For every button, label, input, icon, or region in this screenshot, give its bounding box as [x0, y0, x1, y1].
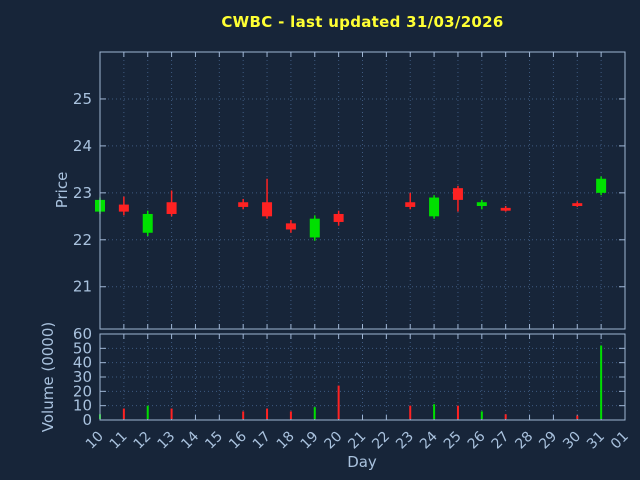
svg-text:30: 30 — [560, 429, 584, 453]
price-axis-label: Price — [53, 171, 71, 209]
svg-text:40: 40 — [73, 354, 92, 372]
svg-text:29: 29 — [536, 429, 560, 453]
svg-text:16: 16 — [226, 428, 250, 452]
svg-text:20: 20 — [73, 382, 92, 400]
svg-text:19: 19 — [298, 429, 322, 453]
svg-text:22: 22 — [369, 429, 393, 453]
svg-text:0: 0 — [82, 411, 92, 429]
svg-text:25: 25 — [73, 90, 92, 108]
svg-text:22: 22 — [73, 231, 92, 249]
svg-text:17: 17 — [250, 429, 274, 453]
svg-text:30: 30 — [73, 368, 92, 386]
svg-text:28: 28 — [512, 429, 536, 453]
svg-text:12: 12 — [131, 429, 155, 453]
svg-text:21: 21 — [73, 278, 92, 296]
svg-text:13: 13 — [154, 429, 178, 453]
svg-text:27: 27 — [489, 429, 513, 453]
svg-text:18: 18 — [274, 429, 298, 453]
svg-text:23: 23 — [73, 184, 92, 202]
svg-text:60: 60 — [73, 325, 92, 343]
svg-text:14: 14 — [178, 428, 202, 452]
chart-title: CWBC - last updated 31/03/2026 — [221, 13, 504, 31]
svg-text:24: 24 — [417, 428, 441, 452]
svg-text:23: 23 — [393, 429, 417, 453]
svg-text:10: 10 — [73, 397, 92, 415]
svg-text:50: 50 — [73, 339, 92, 357]
svg-text:26: 26 — [465, 428, 489, 452]
svg-text:11: 11 — [107, 429, 131, 453]
day-axis-label: Day — [347, 453, 377, 471]
volume-axis-label: Volume (0000) — [39, 321, 57, 433]
svg-text:25: 25 — [441, 429, 465, 453]
svg-text:10: 10 — [83, 429, 107, 453]
svg-text:31: 31 — [584, 429, 608, 453]
svg-text:21: 21 — [345, 429, 369, 453]
svg-text:01: 01 — [608, 429, 632, 453]
svg-text:24: 24 — [73, 137, 92, 155]
svg-text:15: 15 — [202, 429, 226, 453]
svg-text:20: 20 — [322, 429, 346, 453]
